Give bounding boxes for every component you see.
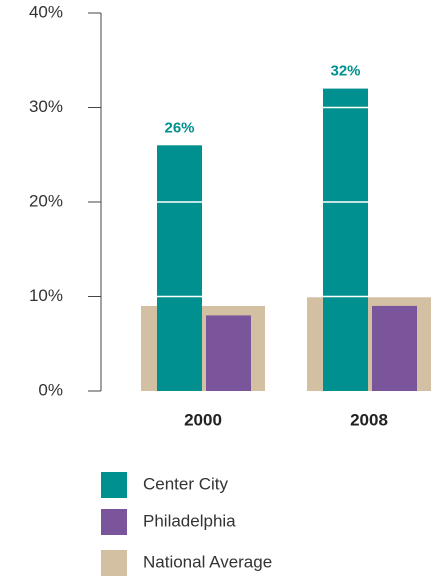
legend-label: Philadelphia (143, 511, 236, 530)
value-label: 26% (164, 119, 194, 136)
y-tick-label: 30% (29, 97, 63, 116)
x-tick-label: 2000 (184, 410, 222, 429)
value-label: 32% (330, 63, 360, 80)
y-tick-label: 20% (29, 191, 63, 210)
bar (323, 88, 368, 391)
bar (157, 145, 202, 391)
y-tick-label: 0% (38, 380, 63, 399)
legend-swatch (101, 550, 127, 576)
legend-label: National Average (143, 552, 272, 571)
bar (206, 315, 251, 391)
legend-label: Center City (143, 474, 229, 493)
y-tick-label: 10% (29, 286, 63, 305)
bar (372, 305, 417, 391)
y-tick-label: 40% (29, 2, 63, 21)
legend-swatch (101, 509, 127, 535)
legend-swatch (101, 472, 127, 498)
x-tick-label: 2008 (350, 410, 388, 429)
